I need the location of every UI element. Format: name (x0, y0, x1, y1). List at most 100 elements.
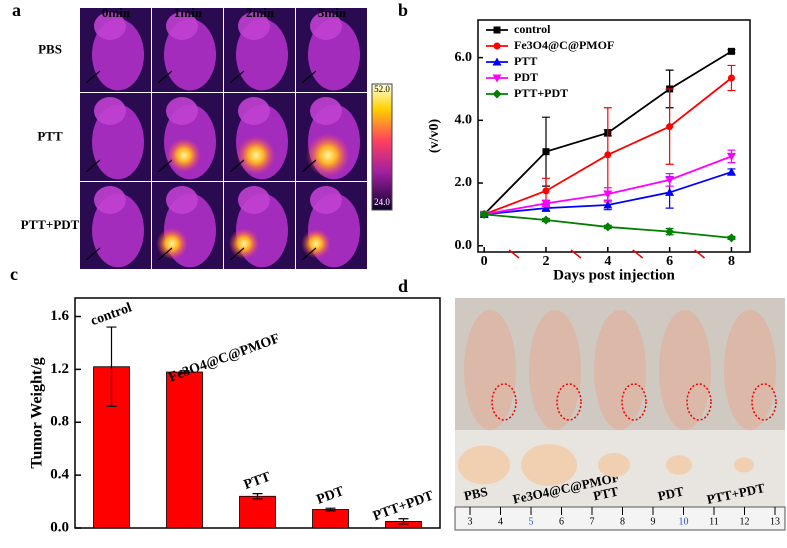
ruler-label: 13 (770, 516, 780, 527)
marker (726, 167, 736, 176)
marker (665, 176, 675, 185)
injection-arrow (632, 249, 644, 259)
plot-frame (477, 19, 751, 253)
tumor-outline (751, 383, 777, 421)
mouse-head (94, 97, 126, 125)
bar (166, 371, 203, 529)
tumor-outline (556, 383, 582, 421)
tumor (734, 457, 754, 473)
x-tick-label: 6 (666, 254, 673, 269)
arrow (157, 159, 173, 173)
x-tick-label: 0 (481, 254, 488, 269)
column-label: 0min (102, 5, 131, 20)
x-axis-label: Days post injection (553, 267, 675, 283)
legend-label: PTT (514, 54, 537, 68)
mouse-head (238, 12, 270, 40)
y-tick-label: 6.0 (455, 50, 473, 65)
marker (492, 89, 502, 99)
y-tick-label: 4.0 (455, 113, 473, 128)
ruler-label: 3 (468, 516, 473, 527)
marker (727, 74, 735, 82)
colorbar (371, 83, 393, 211)
marker (493, 26, 501, 34)
y-tick-label: 0.0 (50, 519, 69, 535)
mouse-head (166, 186, 198, 214)
y-tick-label: 1.6 (50, 308, 69, 324)
y-axis-label: Tumor Weight/g (29, 357, 46, 468)
y-tick-label: 1.2 (50, 361, 69, 377)
hot-spot (236, 135, 276, 175)
arrow (85, 247, 101, 261)
ruler-label: 11 (709, 516, 719, 527)
marker (603, 190, 613, 199)
panel-letter: a (12, 0, 21, 20)
hot-spot (301, 228, 331, 259)
legend-label: control (514, 22, 551, 36)
marker (493, 42, 501, 50)
marker (604, 151, 612, 159)
bar (239, 495, 276, 529)
column-label: 3min (318, 5, 347, 20)
photo-label: PBS (462, 484, 488, 504)
mouse-head (310, 186, 342, 214)
y-tick-label: 2.0 (455, 175, 473, 190)
marker (727, 47, 735, 55)
legend-label: PTT+PDT (514, 86, 568, 100)
marker (665, 227, 675, 237)
error-bar (179, 370, 190, 374)
ruler-label: 12 (740, 516, 750, 527)
ruler-label: 4 (498, 516, 503, 527)
tumor (458, 445, 510, 485)
y-axis-label: (v/v0) (427, 119, 442, 154)
arrow (229, 70, 245, 84)
hot-spot (306, 133, 350, 178)
mouse-head (310, 12, 342, 40)
marker (726, 233, 736, 243)
mouse (724, 310, 776, 430)
error-bar (398, 518, 409, 525)
category-label: PDT (315, 484, 347, 508)
arrow (301, 247, 317, 261)
mouse-head (166, 97, 198, 125)
mouse-head (310, 97, 342, 125)
legend-label: PDT (514, 70, 538, 84)
mouse (464, 310, 516, 430)
mouse-head (94, 186, 126, 214)
legend-label: Fe3O4@C@PMOF (514, 38, 614, 52)
category-label: control (89, 300, 134, 329)
tumor-outline (491, 383, 517, 421)
tumor (598, 453, 630, 477)
bar (312, 509, 349, 529)
ruler-label: 5 (529, 516, 534, 527)
y-tick-label: 0.4 (50, 467, 69, 483)
mouse-head (94, 12, 126, 40)
y-tick-label: 0.0 (455, 238, 473, 253)
arrow (301, 70, 317, 84)
tumor-outline (686, 383, 712, 421)
panel-letter: b (398, 0, 408, 20)
ruler-label: 6 (559, 516, 564, 527)
row-label: PBS (38, 41, 62, 56)
marker (542, 187, 550, 195)
marker (492, 57, 502, 66)
panel-letter: d (398, 276, 408, 296)
row-label: PTT+PDT (21, 217, 80, 232)
mouse-head (238, 97, 270, 125)
error-bar (106, 326, 117, 407)
tumor (666, 455, 692, 475)
category-label: PTT (242, 469, 273, 493)
error-bar (325, 507, 336, 512)
tumor-outline (621, 383, 647, 421)
mouse-head (238, 186, 270, 214)
hot-spot (166, 138, 202, 173)
category-label: Fe3O4@C@PMOF (167, 331, 282, 385)
column-label: 1min (174, 5, 203, 20)
arrow (85, 70, 101, 84)
photo-label: PTT (592, 483, 620, 503)
marker (542, 148, 550, 156)
arrow (229, 159, 245, 173)
marker (603, 222, 613, 232)
marker (666, 123, 674, 131)
marker (541, 199, 551, 208)
y-tick-label: 0.8 (50, 414, 69, 430)
